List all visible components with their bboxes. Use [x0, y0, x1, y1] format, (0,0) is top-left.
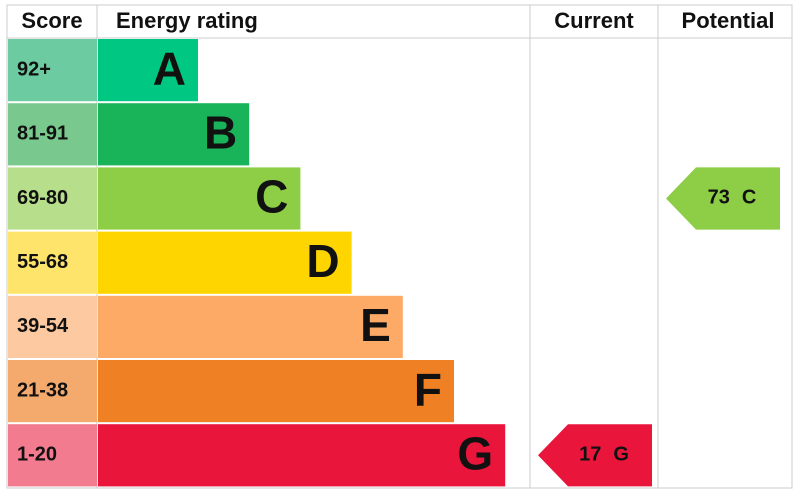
score-label: 92+ [17, 58, 51, 80]
score-label: 39-54 [17, 315, 69, 337]
rating-bar [98, 103, 250, 166]
current-value: 17 [579, 444, 601, 466]
rating-letter: E [360, 299, 391, 351]
potential-rating: C [742, 187, 756, 209]
score-cell [8, 167, 97, 230]
score-cell [8, 103, 97, 166]
score-cell [8, 39, 97, 102]
header-potential: Potential [682, 8, 775, 33]
score-label: 69-80 [17, 187, 68, 209]
rating-bar [98, 231, 352, 294]
header-score: Score [21, 8, 82, 33]
score-cell [8, 360, 97, 423]
rating-letter: C [255, 171, 288, 223]
score-label: 1-20 [17, 444, 57, 466]
potential-value: 73 [708, 187, 730, 209]
rating-bar [98, 167, 301, 230]
score-label: 81-91 [17, 123, 68, 145]
rating-letter: G [457, 427, 493, 479]
score-label: 21-38 [17, 379, 68, 401]
rating-bar [98, 295, 403, 358]
current-rating: G [613, 444, 629, 466]
rating-bar [98, 39, 198, 102]
score-cell [8, 295, 97, 358]
rating-letter: A [153, 42, 186, 94]
current-arrow [538, 424, 652, 487]
header-current: Current [554, 8, 634, 33]
rating-letter: B [204, 106, 237, 158]
header-rating: Energy rating [116, 8, 258, 33]
current-label: 17 G [579, 444, 629, 466]
score-cell [8, 231, 97, 294]
potential-arrow [666, 167, 780, 230]
rating-bar [98, 424, 506, 487]
rating-letter: F [414, 363, 442, 415]
rating-bar [98, 360, 454, 423]
score-cell [8, 424, 97, 487]
rating-letter: D [306, 235, 339, 287]
potential-label: 73 C [708, 187, 757, 209]
score-label: 55-68 [17, 251, 68, 273]
